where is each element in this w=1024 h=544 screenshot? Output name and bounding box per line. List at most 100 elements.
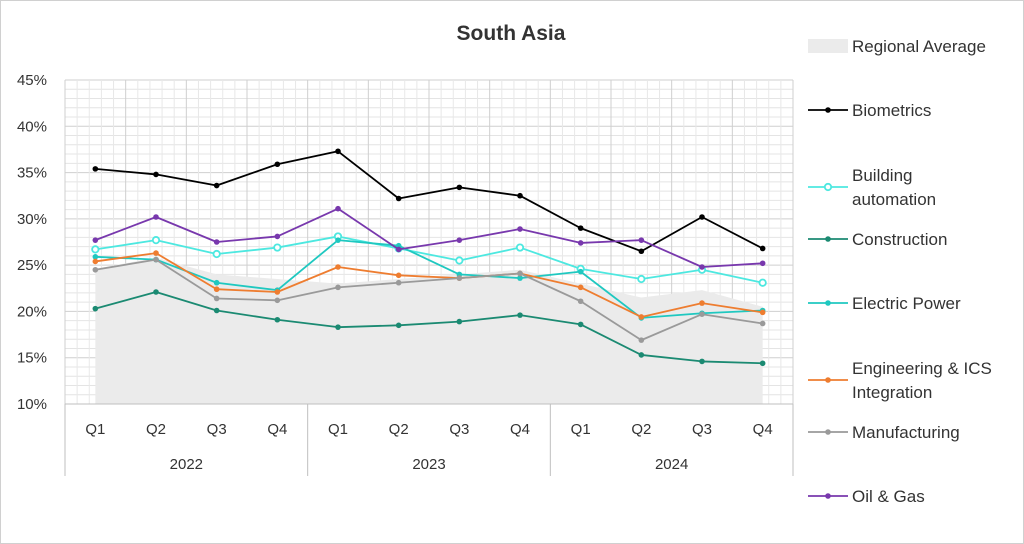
data-point-biometrics — [335, 148, 341, 155]
data-point-oil-gas — [213, 239, 220, 245]
legend-label-building-automation: Building automation — [852, 166, 936, 209]
data-point-engineering-ics-integration — [274, 289, 281, 295]
data-point-engineering-ics-integration — [213, 286, 220, 293]
data-point-construction — [577, 321, 584, 328]
data-point-construction — [517, 312, 523, 318]
data-point-building-automation — [758, 278, 767, 287]
series-line-engineering-ics-integration — [95, 252, 763, 318]
data-point-oil-gas — [699, 264, 705, 270]
legend-marker-manufacturing — [825, 429, 831, 435]
data-point-electric-power — [517, 275, 523, 281]
data-point-biometrics — [517, 192, 523, 199]
data-point-oil-gas — [92, 237, 99, 243]
legend-label-line: Oil & Gas — [852, 487, 925, 506]
data-point-building-automation — [637, 274, 646, 284]
series-line-electric-power — [95, 239, 763, 319]
data-point-engineering-ics-integration — [92, 258, 99, 265]
data-point-manufacturing — [335, 284, 341, 291]
legend-marker-building-automation — [823, 182, 833, 192]
legend-label-line: Biometrics — [852, 101, 931, 120]
data-point-manufacturing — [699, 311, 705, 318]
x-tick-label: Q3 — [207, 421, 227, 438]
data-point-construction — [153, 289, 159, 295]
x-tick-label: Q3 — [449, 421, 469, 438]
data-point-electric-power — [335, 237, 341, 243]
chart-title: South Asia — [457, 22, 566, 45]
data-point-construction — [92, 305, 99, 312]
data-point-biometrics — [577, 225, 584, 231]
series-line-oil-gas — [95, 207, 763, 268]
legend-marker-biometrics — [825, 107, 831, 113]
x-tick-label: Q3 — [692, 421, 712, 438]
year-label: 2022 — [170, 456, 203, 473]
data-point-building-automation — [455, 256, 464, 265]
data-point-manufacturing — [759, 320, 766, 327]
data-point-manufacturing — [153, 256, 159, 263]
data-point-manufacturing — [92, 266, 99, 273]
lines-layer — [91, 148, 767, 367]
x-tick-label: Q2 — [389, 421, 409, 438]
axes: 10% 15% 20% 25% 30% 35% 40% 45% Q1 Q2 Q3 Q4 Q1 Q2 Q3 Q4… — [17, 72, 794, 476]
data-point-oil-gas — [638, 237, 645, 243]
legend-label-line: Engineering & ICS — [852, 359, 992, 378]
data-point-manufacturing — [213, 295, 220, 302]
data-point-biometrics — [699, 214, 705, 220]
data-point-electric-power — [92, 254, 99, 260]
data-point-building-automation — [515, 243, 525, 252]
legend-label-line: Building — [852, 166, 913, 185]
legend: Regional Average Biometrics Building automa… — [808, 37, 992, 506]
legend-label-electric-power: Electric Power — [852, 294, 961, 313]
data-point-oil-gas — [517, 226, 523, 232]
data-point-biometrics — [456, 184, 463, 191]
data-point-construction — [274, 316, 281, 323]
data-point-biometrics — [213, 182, 220, 189]
legend-label-regional-average: Regional Average — [852, 37, 986, 56]
data-point-oil-gas — [335, 205, 341, 212]
legend-label-manufacturing: Manufacturing — [852, 423, 960, 442]
data-point-building-automation — [151, 236, 161, 245]
y-tick-label: 15% — [17, 350, 47, 367]
data-point-manufacturing — [456, 275, 463, 281]
legend-label-construction: Construction — [852, 230, 947, 249]
data-point-biometrics — [153, 171, 159, 178]
data-point-oil-gas — [153, 214, 159, 220]
year-label: 2024 — [655, 456, 688, 473]
data-point-building-automation — [273, 243, 282, 252]
data-point-oil-gas — [395, 246, 402, 253]
year-label: 2023 — [412, 456, 445, 473]
data-point-construction — [213, 307, 220, 314]
legend-swatch-regional-average — [808, 39, 848, 53]
legend-label-engineering-ics-integration: Engineering & ICS Integration — [852, 359, 992, 402]
legend-marker-construction — [825, 236, 831, 242]
legend-label-biometrics: Biometrics — [852, 101, 931, 120]
x-tick-label: Q1 — [328, 421, 348, 438]
x-tick-label: Q4 — [753, 421, 773, 438]
x-tick-label: Q2 — [146, 421, 166, 438]
legend-marker-oil-gas — [825, 493, 831, 499]
data-point-biometrics — [92, 166, 99, 172]
x-tick-label: Q1 — [571, 421, 591, 438]
legend-label-line: Construction — [852, 230, 947, 249]
data-point-engineering-ics-integration — [699, 300, 705, 306]
data-point-engineering-ics-integration — [577, 284, 584, 291]
legend-label-line: Integration — [852, 383, 932, 402]
series-line-construction — [95, 291, 763, 365]
data-point-engineering-ics-integration — [759, 309, 766, 316]
legend-label-line: Regional Average — [852, 37, 986, 56]
y-tick-label: 45% — [17, 72, 47, 89]
x-tick-label: Q4 — [510, 421, 530, 438]
data-point-oil-gas — [274, 233, 281, 240]
data-point-engineering-ics-integration — [638, 314, 645, 320]
y-tick-label: 25% — [17, 257, 47, 274]
data-point-manufacturing — [517, 270, 523, 277]
y-tick-label: 20% — [17, 303, 47, 320]
data-point-engineering-ics-integration — [395, 272, 402, 279]
data-point-oil-gas — [759, 260, 766, 267]
data-point-construction — [395, 322, 402, 329]
data-point-construction — [759, 360, 766, 367]
y-tick-label: 40% — [17, 118, 47, 135]
data-point-electric-power — [213, 279, 220, 286]
legend-marker-engineering-ics-integration — [825, 377, 831, 383]
x-tick-label: Q2 — [631, 421, 651, 438]
series-line-building-automation — [95, 235, 763, 284]
